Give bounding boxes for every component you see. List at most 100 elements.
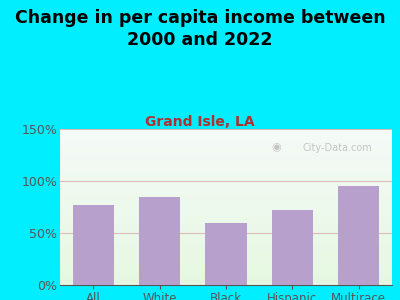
Bar xyxy=(60,171,392,172)
Bar xyxy=(60,231,392,232)
Bar xyxy=(60,284,392,285)
Bar xyxy=(60,177,392,178)
Bar xyxy=(60,136,392,137)
Bar xyxy=(60,226,392,227)
Bar xyxy=(60,254,392,255)
Bar xyxy=(60,270,392,271)
Bar xyxy=(60,154,392,155)
Bar xyxy=(60,202,392,203)
Bar xyxy=(60,222,392,223)
Bar xyxy=(60,218,392,219)
Bar xyxy=(60,188,392,189)
Bar xyxy=(60,176,392,177)
Bar xyxy=(60,274,392,275)
Bar xyxy=(60,245,392,246)
Bar xyxy=(60,173,392,174)
Bar xyxy=(60,237,392,238)
Bar xyxy=(60,212,392,213)
Bar xyxy=(60,206,392,207)
Bar xyxy=(60,130,392,131)
Text: Grand Isle, LA: Grand Isle, LA xyxy=(145,116,255,130)
Text: ◉: ◉ xyxy=(271,143,281,153)
Bar xyxy=(60,155,392,156)
Bar xyxy=(60,256,392,257)
Bar xyxy=(60,203,392,204)
Bar xyxy=(60,147,392,148)
Bar xyxy=(60,221,392,222)
Bar xyxy=(60,172,392,173)
Bar xyxy=(60,209,392,210)
Bar xyxy=(60,157,392,158)
Bar xyxy=(60,145,392,146)
Bar xyxy=(60,135,392,136)
Bar xyxy=(60,192,392,193)
Bar xyxy=(60,225,392,226)
Bar xyxy=(60,174,392,175)
Bar xyxy=(60,137,392,138)
Bar xyxy=(60,279,392,280)
Bar xyxy=(60,216,392,217)
Bar xyxy=(60,166,392,167)
Bar xyxy=(60,232,392,233)
Bar xyxy=(60,178,392,179)
Bar xyxy=(60,182,392,183)
Bar xyxy=(60,193,392,194)
Bar xyxy=(60,183,392,184)
Bar xyxy=(60,264,392,265)
Bar xyxy=(60,275,392,276)
Bar xyxy=(60,246,392,247)
Bar xyxy=(60,150,392,151)
Bar xyxy=(60,236,392,237)
Bar xyxy=(60,219,392,220)
Bar xyxy=(60,243,392,244)
Bar xyxy=(60,160,392,161)
Bar xyxy=(60,151,392,152)
Bar xyxy=(60,282,392,283)
Bar xyxy=(60,168,392,169)
Bar xyxy=(60,129,392,130)
Bar xyxy=(60,276,392,277)
Bar xyxy=(60,210,392,211)
Bar xyxy=(60,217,392,218)
Bar xyxy=(60,258,392,259)
Bar xyxy=(60,260,392,261)
Bar xyxy=(60,261,392,262)
Bar xyxy=(60,144,392,145)
Bar xyxy=(60,134,392,135)
Bar xyxy=(60,181,392,182)
Bar xyxy=(60,230,392,231)
Bar xyxy=(60,138,392,139)
Bar xyxy=(60,208,392,209)
Bar xyxy=(60,268,392,269)
Bar xyxy=(60,252,392,253)
Bar xyxy=(60,152,392,153)
Bar xyxy=(60,140,392,141)
Bar xyxy=(60,149,392,150)
Bar xyxy=(60,235,392,236)
Bar xyxy=(60,164,392,165)
Bar xyxy=(60,251,392,252)
Bar xyxy=(60,272,392,273)
Bar xyxy=(60,142,392,143)
Bar xyxy=(60,244,392,245)
Bar xyxy=(60,229,392,230)
Bar xyxy=(60,253,392,254)
Bar xyxy=(338,186,379,285)
Bar xyxy=(60,273,392,274)
Bar xyxy=(60,161,392,162)
Bar xyxy=(60,228,392,229)
Bar xyxy=(60,143,392,144)
Bar xyxy=(60,165,392,166)
Bar xyxy=(60,241,392,242)
Bar xyxy=(60,153,392,154)
Bar xyxy=(60,162,392,163)
Bar xyxy=(73,205,114,285)
Bar xyxy=(60,214,392,215)
Bar xyxy=(60,242,392,243)
Bar xyxy=(60,271,392,272)
Bar xyxy=(60,131,392,132)
Bar xyxy=(139,196,180,285)
Bar xyxy=(60,163,392,164)
Bar xyxy=(60,257,392,258)
Bar xyxy=(60,141,392,142)
